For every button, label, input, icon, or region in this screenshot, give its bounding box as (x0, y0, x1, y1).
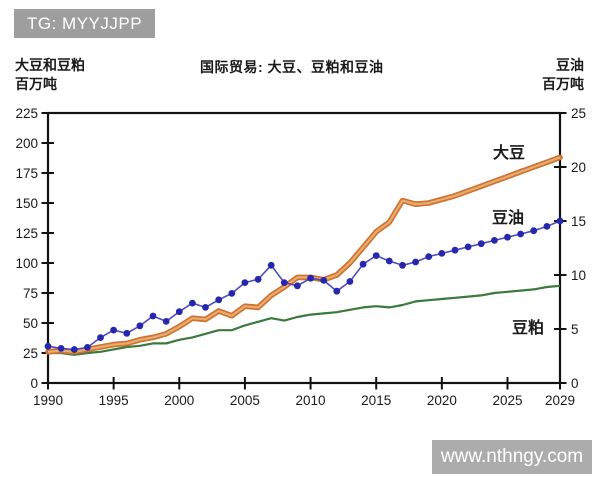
series-soybean-oil-marker (254, 275, 262, 283)
series-soybean-oil-marker (280, 279, 288, 286)
channel-badge: TG: MYYJJPP (14, 9, 156, 38)
chart-title: 国际贸易: 大豆、豆粕和豆油 (200, 59, 384, 75)
series-soybean-oil-marker (359, 260, 367, 268)
right-tick-label: 5 (571, 322, 579, 337)
series-soybean-oil-marker (320, 277, 328, 284)
series-soybean-oil-marker (267, 261, 275, 269)
series-soybean-oil-marker (504, 233, 511, 241)
left-tick-label: 0 (30, 376, 38, 391)
series-soybean-oil-marker (202, 304, 209, 311)
series-soybean-oil-marker (228, 290, 236, 297)
series-soybean-oil-marker (543, 223, 551, 230)
left-tick-label: 225 (15, 106, 38, 121)
left-tick-label: 75 (23, 286, 38, 301)
series-label-soybeans: 大豆 (493, 145, 526, 162)
series-soybean-oil-marker (241, 279, 249, 286)
right-tick-label: 10 (571, 268, 586, 283)
series-soybean-oil-marker (189, 299, 196, 307)
series-soybean-oil-marker (412, 258, 419, 266)
left-tick-label: 100 (15, 256, 38, 271)
series-soybean-oil-marker (425, 253, 433, 260)
x-tick-label: 1990 (33, 393, 63, 408)
x-tick-label: 2020 (427, 393, 457, 408)
series-soybean-oil-marker (136, 322, 144, 330)
series-soybean-oil-marker (70, 346, 78, 353)
x-tick-label: 2000 (164, 393, 194, 408)
series-soybean-oil-marker (491, 237, 498, 244)
plot-frame (46, 111, 562, 385)
right-tick-label: 15 (571, 214, 586, 229)
x-tick-label: 2025 (492, 393, 522, 408)
left-axis-title-line2: 百万吨 (15, 76, 57, 92)
series-soybean-oil-marker (97, 334, 104, 341)
series-soybean-oil-line (47, 220, 561, 351)
series-soybean-oil-marker (438, 250, 446, 257)
right-axis-title: 豆油 百万吨 (542, 56, 584, 94)
left-axis-title: 大豆和豆粕 百万吨 (15, 56, 85, 94)
series-soybean-oil-marker (215, 296, 223, 304)
right-tick-label: 0 (571, 376, 579, 391)
series-soybean-meal-line (48, 284, 561, 356)
series-soybean-oil-marker (44, 342, 52, 350)
series-soybean-oil-marker (110, 326, 117, 334)
left-tick-label: 200 (15, 136, 38, 151)
series-soybean-oil-marker (57, 345, 65, 352)
series-label-soybean-oil: 豆油 (492, 210, 525, 227)
series-soybean-oil-marker (451, 246, 459, 254)
series-soybean-oil-marker (517, 230, 524, 238)
series-soybean-oil-marker (123, 329, 131, 337)
series-soybean-oil-marker (556, 217, 564, 225)
series-soybean-oil-marker (530, 227, 538, 235)
left-tick-label: 25 (23, 346, 38, 361)
x-tick-label: 1995 (99, 393, 129, 408)
watermark: www.nthngy.com (432, 440, 592, 474)
x-tick-label: 2015 (361, 393, 391, 408)
series-soybean-oil-marker (333, 287, 341, 295)
left-tick-label: 125 (15, 226, 38, 241)
x-tick-label: 2005 (230, 393, 260, 408)
x-tick-label: 2029 (545, 393, 575, 408)
left-axis-title-line1: 大豆和豆粕 (15, 57, 85, 73)
right-axis-title-line1: 豆油 (556, 57, 584, 73)
series-soybean-oil-marker (385, 257, 393, 265)
right-axis-title-line2: 百万吨 (542, 76, 584, 92)
series-soybean-oil-marker (477, 240, 485, 248)
left-tick-label: 175 (15, 166, 38, 181)
series-soybean-oil-marker (399, 261, 406, 269)
series-soybean-oil-marker (175, 308, 183, 316)
x-tick-label: 2010 (296, 393, 326, 408)
series-soybean-oil-marker (346, 278, 354, 285)
right-tick-label: 20 (571, 160, 586, 175)
left-tick-label: 50 (23, 316, 38, 331)
series-soybean-oil-marker (464, 243, 472, 251)
series-label-soybean-meal: 豆粕 (512, 320, 545, 337)
series-soybean-oil-marker (84, 344, 91, 351)
series-soybean-oil-marker (372, 252, 380, 259)
left-tick-label: 150 (15, 196, 38, 211)
series-soybean-oil-marker (149, 312, 157, 320)
series-soybean-oil-marker (162, 318, 170, 325)
series-soybean-oil-marker (294, 282, 301, 290)
series-soybean-oil-marker (307, 274, 314, 282)
series-soybeans-line-inner (47, 156, 561, 353)
right-tick-label: 25 (571, 106, 586, 121)
